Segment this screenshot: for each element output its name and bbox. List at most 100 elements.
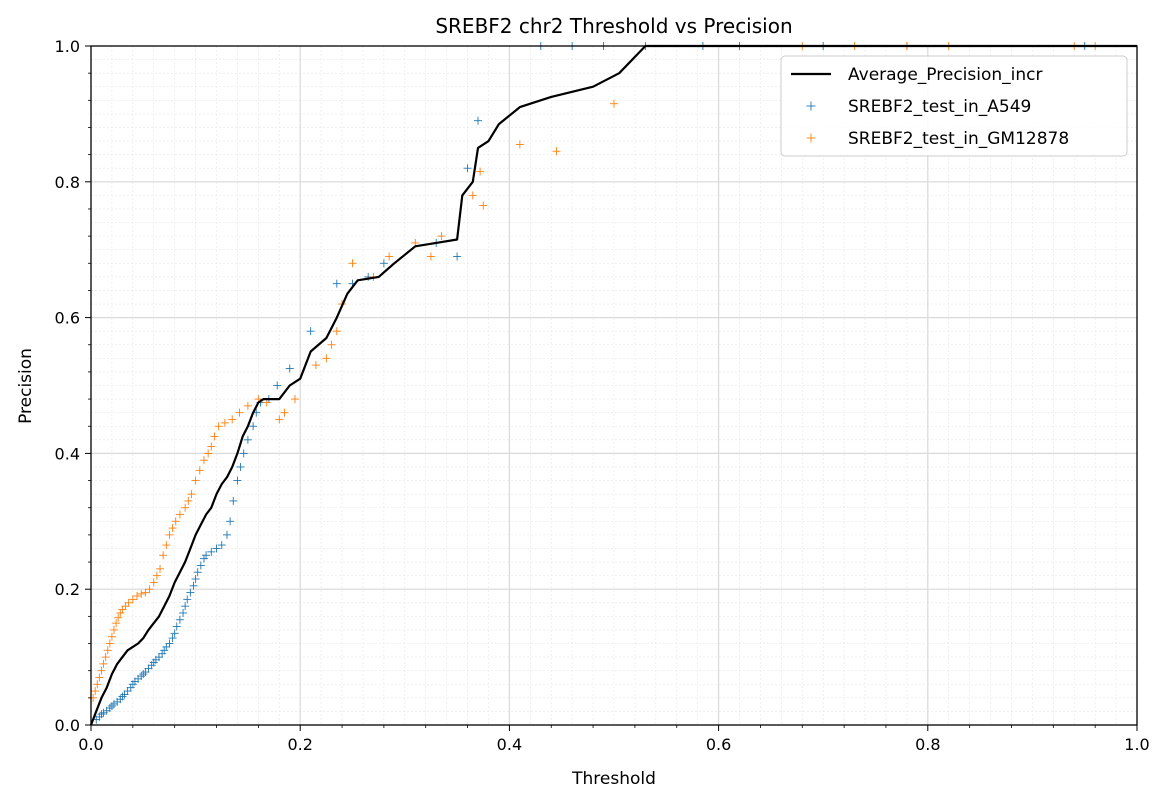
scatter-point [243, 435, 252, 444]
x-axis-label: Threshold [571, 769, 656, 789]
legend-label-gm12878: SREBF2_test_in_GM12878 [848, 129, 1069, 149]
scatter-point [476, 167, 485, 176]
scatter-point [220, 418, 229, 427]
scatter-point [453, 252, 462, 261]
minor-grid [91, 46, 1137, 725]
scatter-point [162, 541, 171, 550]
legend: Average_Precision_incr SREBF2_test_in_A5… [780, 55, 1128, 157]
y-tick-label: 0.4 [55, 444, 80, 463]
major-grid [91, 46, 1137, 725]
y-tick-label: 1.0 [55, 37, 80, 56]
scatter-point [437, 232, 446, 241]
scatter-point [210, 432, 219, 441]
scatter-point [101, 653, 110, 662]
scatter-point [207, 547, 216, 556]
x-tick-label: 0.4 [497, 735, 522, 754]
scatter-point [145, 585, 154, 594]
scatter-point [468, 191, 477, 200]
axis-ticks: 0.0 0.2 0.4 0.6 0.8 1.0 0.0 0.2 0.4 0.6 0.8 1.0 [55, 37, 1150, 754]
scatter-point [212, 544, 221, 553]
scatter-point [110, 699, 119, 708]
scatter-point [118, 605, 127, 614]
legend-box [780, 55, 1128, 157]
scatter-point [139, 670, 148, 679]
scatter-point [114, 613, 123, 622]
scatter-point [191, 575, 200, 584]
y-tick-label: 0.6 [55, 309, 80, 328]
y-tick-label: 0.0 [55, 716, 80, 735]
x-tick-label: 1.0 [1124, 735, 1149, 754]
scatter-point [202, 551, 211, 560]
legend-label-average-precision: Average_Precision_incr [848, 65, 1043, 85]
scatter-point [285, 364, 294, 373]
scatter-point [116, 608, 125, 617]
scatter-point [196, 561, 205, 570]
scatter-point [152, 571, 161, 580]
scatter-point [228, 415, 237, 424]
scatter-point [280, 408, 289, 417]
scatter-point [311, 361, 320, 370]
y-axis-label: Precision [16, 348, 36, 424]
scatter-point [141, 668, 150, 677]
scatter-point [160, 646, 169, 655]
scatter-point [204, 449, 213, 458]
scatter-point [123, 687, 132, 696]
scatter-point [175, 615, 184, 624]
scatter-point [124, 598, 133, 607]
scatter-point [322, 354, 331, 363]
scatter-point [141, 588, 150, 597]
line-series-average-precision [89, 44, 1137, 726]
scatter-point [112, 619, 121, 628]
scatter-point [99, 708, 108, 717]
scatter-point [181, 503, 190, 512]
scatter-point [97, 710, 106, 719]
scatter-point [184, 496, 193, 505]
scatter-point [193, 568, 202, 577]
scatter-point [249, 422, 258, 431]
x-tick-label: 0.2 [287, 735, 312, 754]
scatter-point [137, 672, 146, 681]
scatter-point [158, 649, 167, 658]
scatter-point [126, 683, 135, 692]
scatter-point [235, 408, 244, 417]
scatter-point [120, 690, 129, 699]
scatter-point [385, 252, 394, 261]
scatter-point [107, 701, 116, 710]
scatter-point [379, 259, 388, 268]
scatter-point [183, 595, 192, 604]
scatter-point [222, 530, 231, 539]
scatter-point [159, 551, 168, 560]
scatter-point [214, 422, 223, 431]
chart-title: SREBF2 chr2 Threshold vs Precision [435, 14, 792, 38]
scatter-point [186, 588, 195, 597]
scatter-point [217, 541, 226, 550]
scatter-point [133, 591, 142, 600]
scatter-point [118, 692, 127, 701]
legend-plus-marker-a549 [806, 101, 816, 111]
scatter-point [162, 642, 171, 651]
scatter-point [121, 602, 130, 611]
scatter-point [273, 381, 282, 390]
scatter-point [463, 164, 472, 173]
scatter-point [479, 201, 488, 210]
scatter-point [275, 415, 284, 424]
scatter-point [243, 401, 252, 410]
scatter-point [105, 639, 114, 648]
scatter-point [91, 687, 100, 696]
scatter-point [610, 99, 618, 108]
scatter-point [181, 602, 190, 611]
scatter-point [171, 517, 180, 526]
scatter-point [168, 634, 177, 643]
scatter-point [207, 442, 216, 451]
scatter-point [226, 517, 235, 526]
scatter-point [93, 680, 102, 689]
scatter-point [233, 476, 242, 485]
scatter-point [110, 625, 119, 634]
y-tick-label: 0.8 [55, 173, 80, 192]
scatter-point [144, 664, 153, 673]
scatter-point [515, 140, 524, 149]
scatter-point [175, 510, 184, 519]
scatter-point [95, 673, 104, 682]
scatter-point [306, 327, 315, 336]
